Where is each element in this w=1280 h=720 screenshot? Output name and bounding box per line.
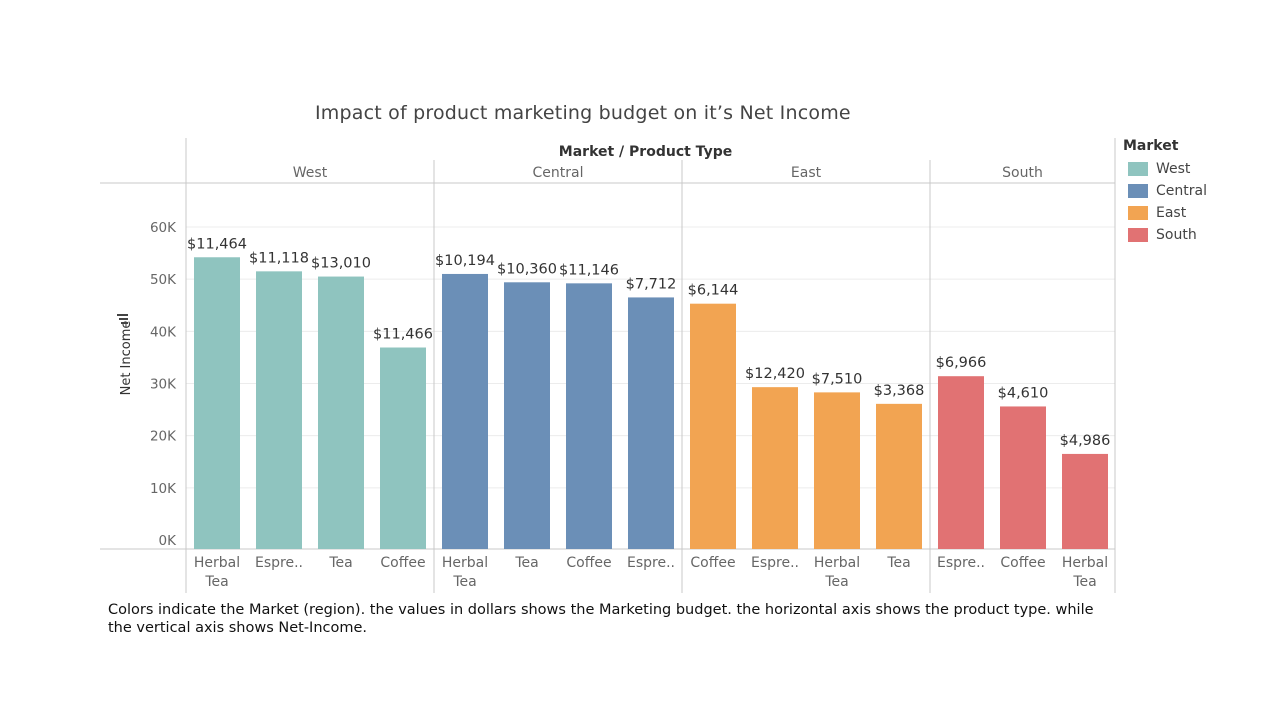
x-tick-label: Coffee	[566, 555, 611, 571]
x-tick-label: Tea	[824, 574, 848, 590]
y-axis-label: Net Income	[119, 321, 134, 396]
x-tick-label: Herbal	[194, 555, 240, 571]
bar	[380, 347, 426, 549]
data-label: $6,966	[936, 355, 987, 371]
header-label: Market / Product Type	[559, 144, 732, 160]
sort-icon	[121, 322, 128, 324]
x-tick-label: Espre..	[255, 555, 303, 571]
data-label: $11,118	[249, 250, 309, 266]
bar	[194, 257, 240, 549]
data-label: $13,010	[311, 256, 371, 272]
y-tick-label: 30K	[150, 377, 177, 393]
legend-swatch	[1128, 162, 1148, 176]
bar	[938, 376, 984, 549]
legend-label: South	[1156, 227, 1197, 243]
bar	[752, 387, 798, 549]
legend-swatch	[1128, 184, 1148, 198]
x-tick-label: Herbal	[814, 555, 860, 571]
data-label: $10,360	[497, 261, 557, 277]
data-label: $11,146	[559, 262, 619, 278]
x-tick-label: Tea	[328, 555, 352, 571]
data-label: $12,420	[745, 366, 805, 382]
bar	[1000, 406, 1046, 549]
bar	[442, 273, 488, 549]
panel-header-south: South	[1002, 165, 1043, 181]
x-tick-label: Espre..	[751, 555, 799, 571]
y-tick-label: 40K	[150, 324, 177, 340]
data-label: $7,712	[626, 276, 677, 292]
panel-header-west: West	[293, 165, 328, 181]
data-label: $3,368	[874, 383, 925, 399]
x-tick-label: Tea	[1072, 574, 1096, 590]
legend-item-central[interactable]: Central	[1123, 180, 1207, 202]
x-tick-label: Coffee	[690, 555, 735, 571]
bar	[1062, 453, 1108, 549]
caption: Colors indicate the Market (region). the…	[108, 602, 1094, 636]
y-tick-label: 0K	[159, 533, 178, 549]
legend-swatch	[1128, 228, 1148, 242]
legend-label: West	[1156, 161, 1191, 177]
x-tick-label: Tea	[886, 555, 910, 571]
legend-label: East	[1156, 205, 1187, 221]
x-tick-label: Tea	[204, 574, 228, 590]
legend-item-west[interactable]: West	[1123, 158, 1207, 180]
legend-item-south[interactable]: South	[1123, 224, 1207, 246]
y-tick-label: 20K	[150, 429, 177, 445]
legend-title: Market	[1123, 138, 1179, 154]
x-tick-label: Tea	[452, 574, 476, 590]
legend-label: Central	[1156, 183, 1207, 199]
y-tick-label: 50K	[150, 272, 177, 288]
bar	[566, 283, 612, 549]
data-label: $6,144	[688, 283, 739, 299]
sort-icon	[119, 318, 128, 320]
data-label: $4,986	[1060, 433, 1111, 449]
x-tick-label: Espre..	[627, 555, 675, 571]
panel-header-east: East	[791, 165, 822, 181]
legend-swatch	[1128, 206, 1148, 220]
data-label: $11,464	[187, 236, 247, 252]
legend: Market West Central East South	[1123, 138, 1207, 246]
x-tick-label: Coffee	[380, 555, 425, 571]
legend-item-east[interactable]: East	[1123, 202, 1207, 224]
chart-title: Impact of product marketing budget on it…	[315, 102, 851, 124]
x-tick-label: Coffee	[1000, 555, 1045, 571]
sort-icon	[117, 314, 128, 316]
bar	[814, 392, 860, 549]
x-tick-label: Herbal	[1062, 555, 1108, 571]
data-label: $4,610	[998, 385, 1049, 401]
panel-header-central: Central	[533, 165, 584, 181]
data-label: $10,194	[435, 253, 495, 269]
bar	[256, 271, 302, 549]
data-label: $7,510	[812, 371, 863, 387]
bar	[876, 403, 922, 549]
y-tick-label: 10K	[150, 481, 177, 497]
bar	[690, 303, 736, 549]
x-tick-label: Espre..	[937, 555, 985, 571]
bar	[628, 297, 674, 549]
x-tick-label: Tea	[514, 555, 538, 571]
bar	[504, 282, 550, 549]
y-tick-label: 60K	[150, 220, 177, 236]
x-tick-label: Herbal	[442, 555, 488, 571]
data-label: $11,466	[373, 327, 433, 343]
bar	[318, 276, 364, 549]
